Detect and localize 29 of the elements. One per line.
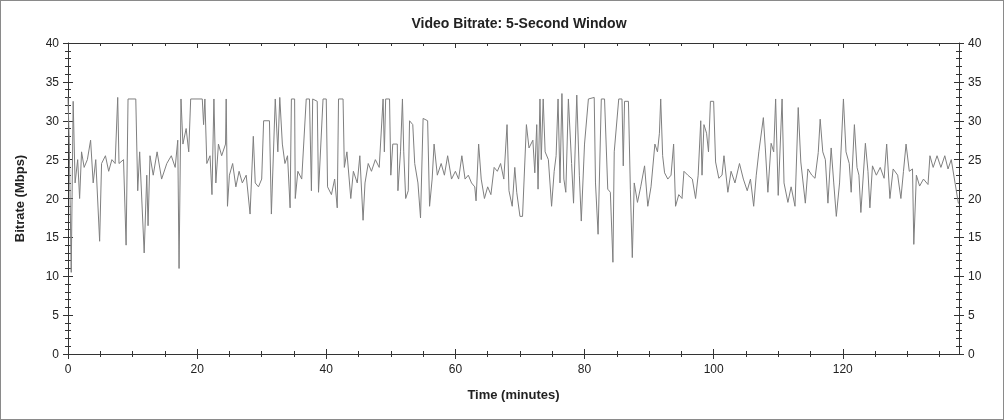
y-tick-label: 10 [45, 269, 60, 284]
x-tick-label: 100 [703, 362, 724, 376]
y2-tick-label: 20 [968, 191, 982, 206]
y2-tick-label: 5 [968, 308, 975, 323]
y-tick-label: 25 [45, 152, 60, 167]
y-axis-title: Bitrate (Mbps) [12, 154, 27, 243]
x-tick-label: 0 [64, 362, 72, 376]
y-tick-label: 15 [45, 230, 60, 245]
line-series [67, 93, 959, 273]
y2-tick-label: 25 [968, 152, 982, 167]
chart-title: Video Bitrate: 5-Second Window [411, 15, 627, 31]
x-tick-label: 40 [319, 362, 334, 376]
y2-tick-label: 30 [968, 113, 982, 128]
y2-tick-label: 40 [968, 36, 982, 50]
x-tick-label: 120 [832, 362, 854, 376]
x-tick-label: 80 [577, 362, 592, 376]
y2-tick-label: 10 [968, 269, 982, 284]
y-tick-label: 30 [45, 113, 60, 128]
y2-tick-label: 15 [968, 230, 982, 245]
y-tick-label: 35 [45, 74, 60, 89]
y2-tick-label: 0 [968, 347, 975, 361]
x-tick-label: 60 [448, 362, 463, 376]
y-tick-label: 5 [52, 308, 60, 323]
y2-tick-label: 35 [968, 74, 982, 89]
x-axis-title: Time (minutes) [467, 387, 560, 402]
y-tick-label: 40 [45, 36, 60, 50]
x-tick-label: 20 [190, 362, 205, 376]
y-tick-label: 0 [52, 347, 60, 361]
y-tick-label: 20 [45, 191, 60, 206]
